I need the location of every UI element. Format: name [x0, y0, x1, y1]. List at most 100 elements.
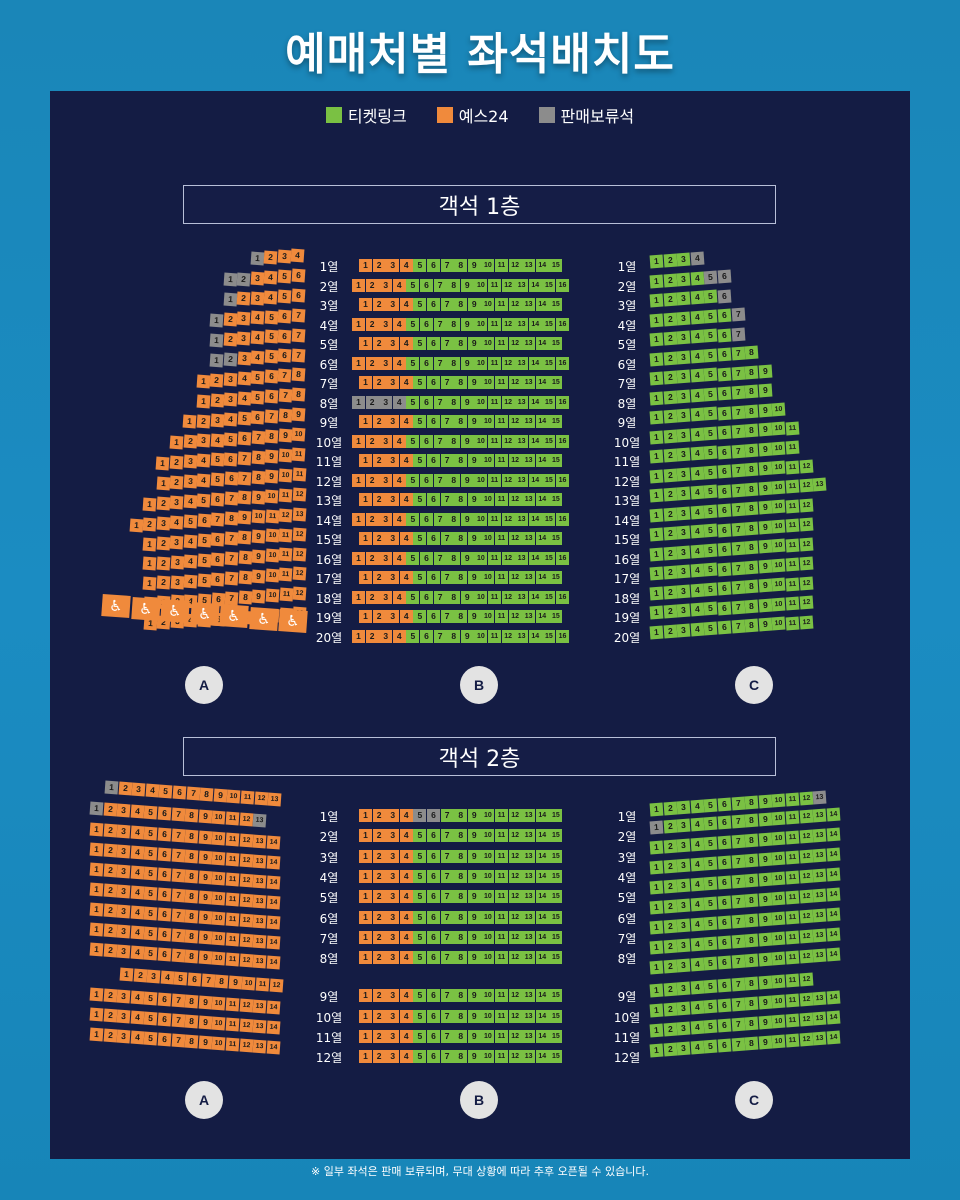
- floor1-seat-b[interactable]: 8: [447, 395, 461, 409]
- floor1-seat-a[interactable]: 9: [251, 549, 266, 564]
- floor2-seat-a[interactable]: 13: [252, 834, 267, 849]
- floor1-seat-c[interactable]: 7: [731, 522, 746, 537]
- floor2-seat-b[interactable]: 1: [359, 1009, 372, 1023]
- floor1-seat-b[interactable]: 5: [413, 337, 427, 350]
- floor1-seat-b[interactable]: 5: [406, 278, 420, 292]
- floor2-seat-a[interactable]: 7: [171, 828, 186, 843]
- floor2-seat-a[interactable]: 7: [171, 948, 186, 963]
- floor1-seat-b[interactable]: 11: [495, 610, 508, 623]
- floor1-seat-c[interactable]: 1: [649, 625, 664, 639]
- floor2-seat-b[interactable]: 1: [359, 869, 372, 883]
- floor1-seat-c[interactable]: 5: [703, 562, 718, 577]
- floor1-seat-b[interactable]: 15: [542, 278, 556, 292]
- floor1-seat-b[interactable]: 7: [440, 493, 454, 506]
- floor1-seat-c[interactable]: 9: [758, 539, 773, 554]
- floor2-seat-a[interactable]: 8: [184, 808, 199, 823]
- floor2-seat-a[interactable]: 4: [130, 825, 145, 840]
- floor1-seat-c[interactable]: 12: [799, 517, 814, 532]
- floor2-seat-c[interactable]: 6: [717, 1018, 732, 1033]
- floor1-seat-b[interactable]: 1: [352, 551, 365, 565]
- floor2-seat-a[interactable]: 14: [266, 875, 281, 890]
- floor1-seat-c[interactable]: 4: [690, 368, 705, 383]
- floor1-seat-c[interactable]: 2: [663, 409, 678, 424]
- floor1-seat-b[interactable]: 7: [440, 259, 454, 272]
- floor1-seat-b[interactable]: 3: [379, 278, 393, 292]
- floor1-seat-a[interactable]: 5: [277, 289, 292, 304]
- floor1-seat-b[interactable]: 7: [440, 298, 454, 311]
- floor2-seat-a[interactable]: 1: [119, 967, 134, 982]
- floor2-seat-a[interactable]: 3: [116, 824, 131, 839]
- floor2-seat-c[interactable]: 2: [663, 939, 678, 954]
- floor1-seat-b[interactable]: 14: [535, 415, 549, 428]
- floor1-seat-b[interactable]: 13: [515, 395, 529, 409]
- floor2-seat-c[interactable]: 4: [690, 877, 705, 892]
- floor2-seat-c[interactable]: 7: [731, 834, 746, 849]
- floor2-seat-b[interactable]: 4: [399, 890, 413, 904]
- floor2-seat-a[interactable]: 7: [186, 786, 201, 801]
- floor2-seat-c[interactable]: 2: [663, 899, 678, 914]
- floor1-seat-c[interactable]: 5: [703, 601, 718, 616]
- floor1-seat-b[interactable]: 11: [495, 493, 508, 506]
- floor2-seat-b[interactable]: 14: [535, 1009, 549, 1023]
- floor2-seat-a[interactable]: 11: [225, 997, 240, 1012]
- floor1-seat-a[interactable]: 1: [209, 313, 224, 328]
- floor2-seat-c[interactable]: 11: [785, 792, 800, 807]
- floor1-seat-c[interactable]: 5: [703, 289, 718, 304]
- floor2-seat-b[interactable]: 5: [413, 849, 427, 863]
- floor1-seat-b[interactable]: 1: [352, 512, 365, 526]
- floor1-seat-c[interactable]: 2: [663, 331, 678, 346]
- floor2-seat-b[interactable]: 10: [481, 989, 495, 1003]
- floor1-seat-b[interactable]: 6: [427, 454, 440, 467]
- floor1-seat-b[interactable]: 13: [515, 512, 529, 526]
- floor1-seat-b[interactable]: 3: [379, 551, 393, 565]
- floor2-seat-c[interactable]: 13: [812, 808, 827, 823]
- floor2-seat-a[interactable]: 11: [225, 932, 240, 947]
- floor1-seat-c[interactable]: 1: [649, 527, 664, 542]
- floor2-seat-b[interactable]: 8: [454, 869, 468, 883]
- floor2-seat-a[interactable]: 10: [211, 810, 226, 825]
- floor1-seat-a[interactable]: 4: [196, 473, 211, 488]
- floor2-seat-a[interactable]: 4: [130, 945, 145, 960]
- floor2-seat-c[interactable]: 3: [676, 981, 691, 996]
- floor2-seat-c[interactable]: 2: [663, 839, 678, 854]
- floor1-seat-c[interactable]: 9: [758, 364, 773, 379]
- floor1-seat-b[interactable]: 16: [556, 551, 569, 565]
- floor2-seat-b[interactable]: 8: [454, 989, 468, 1003]
- floor1-seat-c[interactable]: 3: [676, 330, 691, 345]
- floor2-seat-b[interactable]: 3: [386, 910, 400, 924]
- floor1-seat-b[interactable]: 11: [488, 590, 501, 604]
- floor2-seat-a[interactable]: 14: [266, 1040, 281, 1055]
- floor2-seat-c[interactable]: 13: [812, 1011, 827, 1026]
- floor2-seat-b[interactable]: 1: [359, 890, 372, 904]
- floor2-seat-c[interactable]: 1: [649, 900, 664, 915]
- floor2-seat-c[interactable]: 4: [690, 837, 705, 852]
- floor1-seat-b[interactable]: 4: [399, 493, 413, 506]
- floor1-seat-b[interactable]: 9: [467, 454, 481, 467]
- floor1-seat-a[interactable]: 9: [291, 407, 306, 422]
- floor2-seat-a[interactable]: 8: [184, 1014, 199, 1029]
- floor1-seat-a[interactable]: 12: [292, 566, 307, 581]
- floor2-seat-a[interactable]: 6: [157, 927, 172, 942]
- floor1-seat-c[interactable]: 6: [717, 464, 732, 479]
- floor1-seat-a[interactable]: 9: [251, 529, 266, 544]
- floor1-seat-b[interactable]: 16: [556, 356, 569, 370]
- floor1-seat-b[interactable]: 9: [460, 551, 474, 565]
- floor1-seat-b[interactable]: 6: [420, 278, 433, 292]
- floor2-seat-b[interactable]: 14: [535, 910, 549, 924]
- floor1-seat-b[interactable]: 16: [556, 629, 569, 643]
- floor2-seat-a[interactable]: 3: [116, 904, 131, 919]
- floor2-seat-c[interactable]: 13: [812, 908, 827, 923]
- floor2-seat-c[interactable]: 10: [771, 951, 786, 966]
- floor1-seat-a[interactable]: 5: [264, 310, 278, 324]
- floor2-seat-b[interactable]: 9: [467, 809, 481, 822]
- floor2-seat-b[interactable]: 12: [508, 809, 522, 822]
- floor1-seat-b[interactable]: 7: [433, 278, 447, 292]
- floor2-seat-b[interactable]: 13: [522, 869, 536, 883]
- floor2-seat-a[interactable]: 13: [252, 894, 267, 909]
- floor2-seat-a[interactable]: 9: [198, 870, 213, 885]
- floor1-seat-b[interactable]: 7: [433, 317, 447, 331]
- floor2-seat-c[interactable]: 12: [799, 909, 814, 924]
- floor2-seat-c[interactable]: 10: [771, 994, 786, 1009]
- floor2-seat-a[interactable]: 7: [171, 993, 186, 1008]
- floor2-seat-a[interactable]: 3: [116, 989, 131, 1004]
